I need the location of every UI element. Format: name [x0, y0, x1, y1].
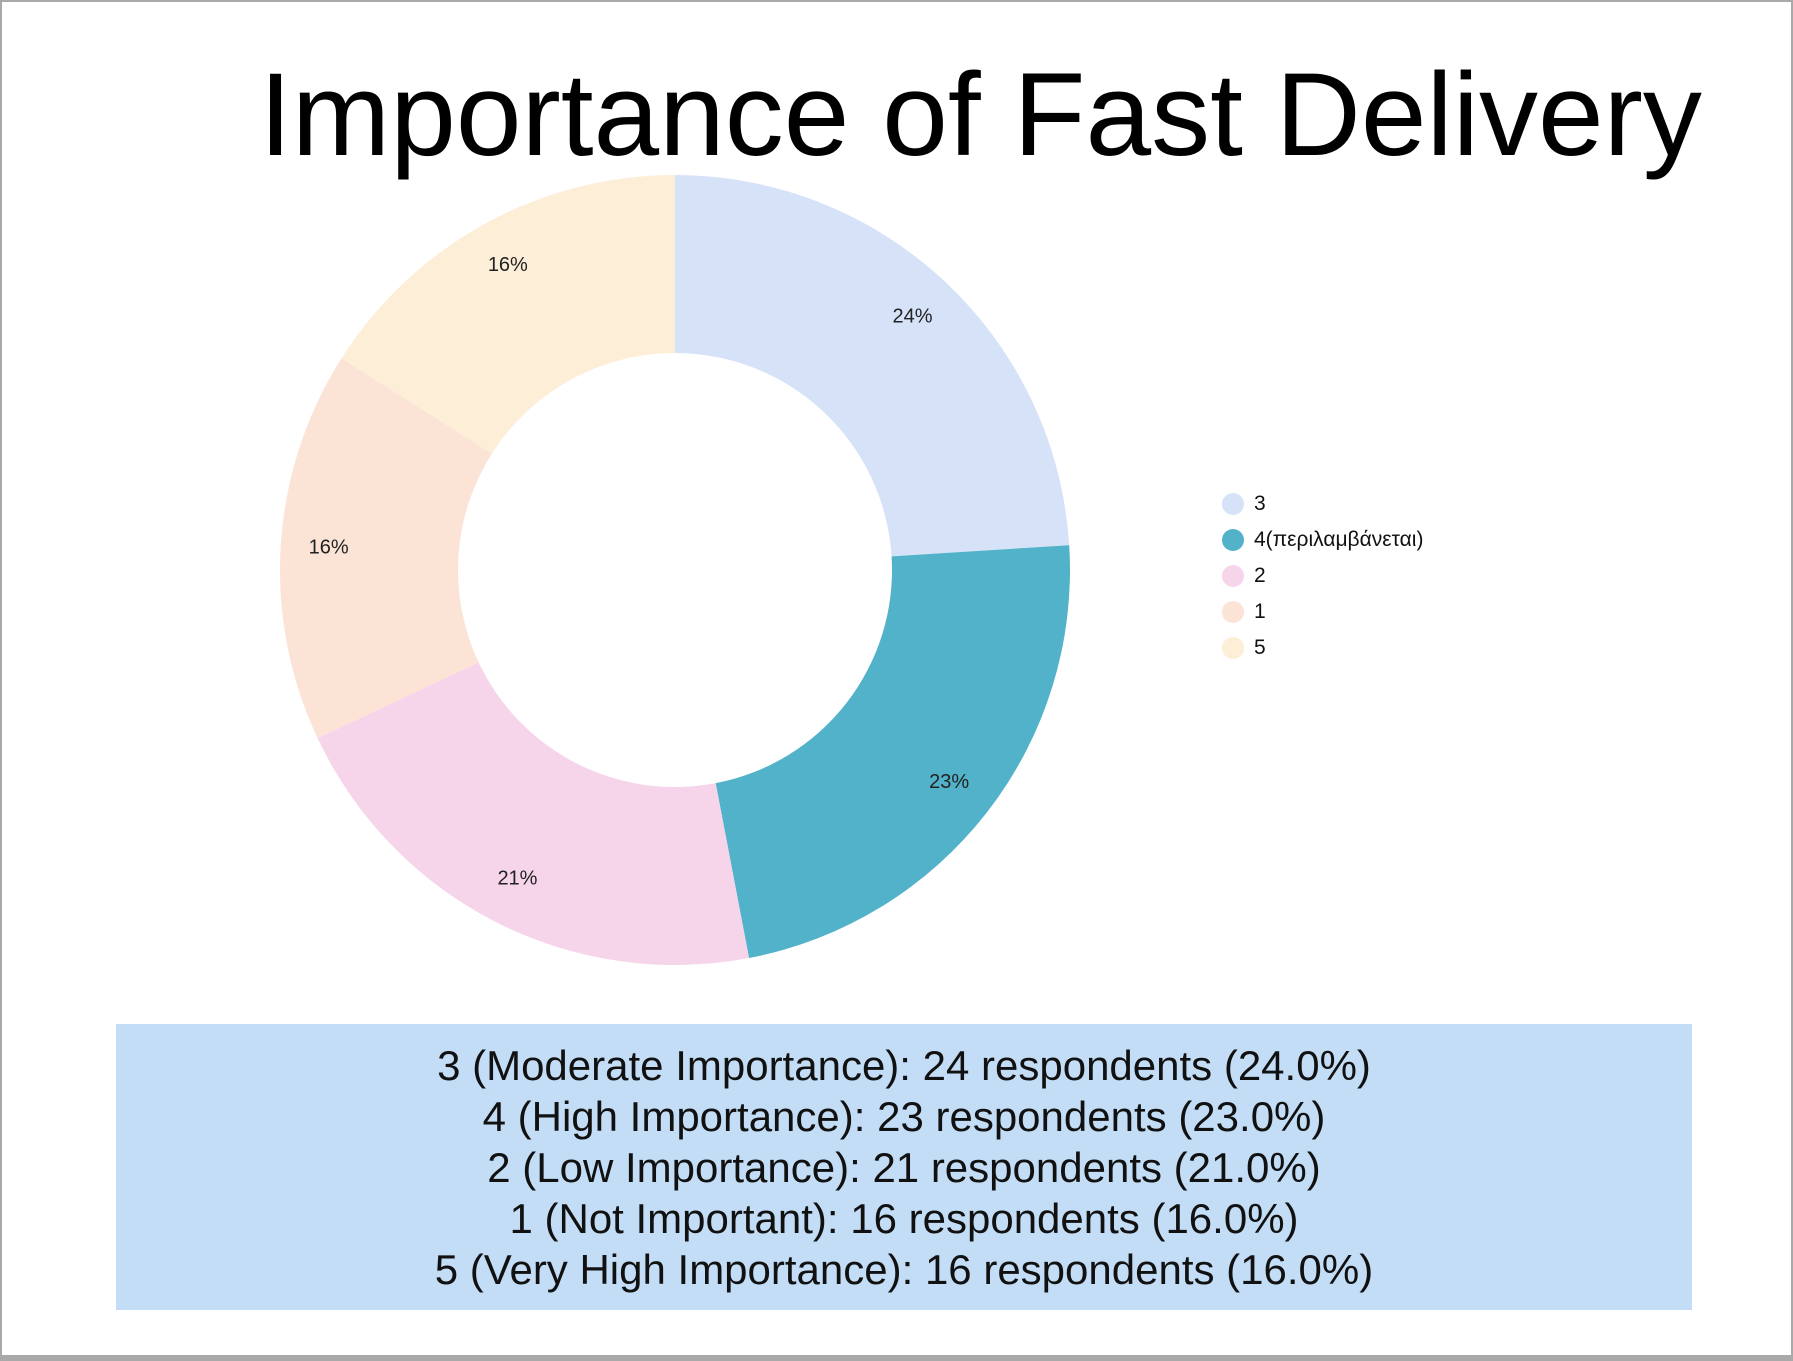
legend-swatch — [1222, 601, 1244, 623]
legend-swatch — [1222, 637, 1244, 659]
legend-item: 2 — [1222, 558, 1423, 594]
chart-title: Importance of Fast Delivery — [259, 49, 1702, 181]
summary-box: 3 (Moderate Importance): 24 respondents … — [116, 1024, 1692, 1310]
donut-slice-4- — [715, 545, 1070, 959]
legend-label: 1 — [1254, 600, 1266, 623]
legend-label: 2 — [1254, 564, 1266, 587]
summary-line: 3 (Moderate Importance): 24 respondents … — [437, 1041, 1371, 1089]
legend-item: 1 — [1222, 594, 1423, 630]
legend-label: 3 — [1254, 492, 1266, 515]
summary-line: 1 (Not Important): 16 respondents (16.0%… — [509, 1194, 1299, 1242]
legend-swatch — [1222, 565, 1244, 587]
summary-line: 2 (Low Importance): 21 respondents (21.0… — [487, 1143, 1321, 1191]
slice-data-label: 21% — [497, 867, 537, 889]
slice-data-label: 16% — [488, 254, 528, 276]
legend-label: 4(περιλαμβάνεται) — [1254, 528, 1424, 551]
summary-line: 5 (Very High Importance): 16 respondents… — [434, 1245, 1374, 1293]
summary-line: 4 (High Importance): 23 respondents (23.… — [482, 1092, 1326, 1140]
slice-data-label: 24% — [893, 305, 933, 327]
legend-swatch — [1222, 529, 1244, 551]
slice-data-label: 16% — [309, 536, 349, 558]
slice-data-label: 23% — [929, 771, 969, 793]
legend-item: 3 — [1222, 486, 1423, 522]
donut-slice-2 — [317, 662, 750, 965]
donut-slice-3 — [675, 175, 1070, 557]
legend-swatch — [1222, 493, 1244, 515]
donut-slice-1 — [280, 358, 492, 739]
chart-legend: 3 4(περιλαμβάνεται) 2 1 5 — [1222, 486, 1423, 666]
donut-slice-5 — [341, 175, 675, 454]
legend-item: 4(περιλαμβάνεται) — [1222, 522, 1423, 558]
legend-item: 5 — [1222, 630, 1423, 666]
legend-label: 5 — [1254, 636, 1266, 659]
